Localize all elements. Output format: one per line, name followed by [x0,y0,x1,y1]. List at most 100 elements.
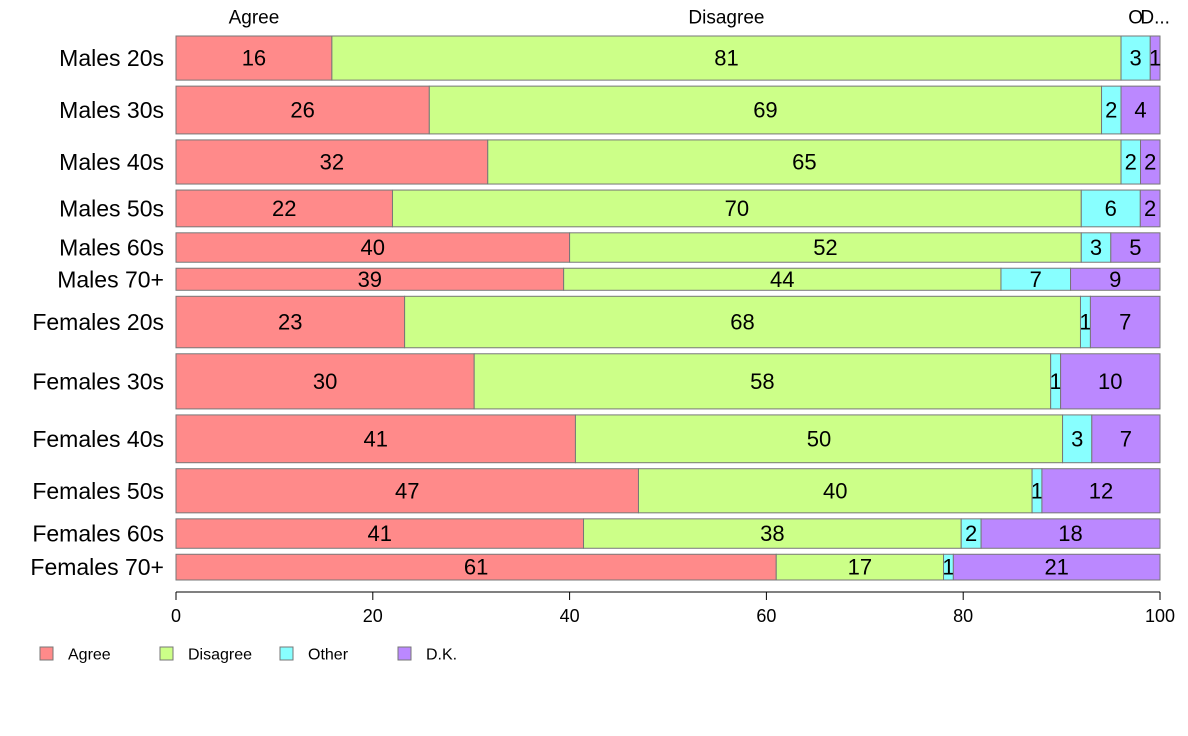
category-label: Females 30s [32,368,164,394]
x-tick-label: 60 [756,606,776,626]
bar-value-label: 7 [1120,426,1132,451]
top-column-label: O [1128,8,1143,29]
bar-value-label: 2 [965,521,977,546]
x-tick-label: 40 [560,606,580,626]
x-tick-label: 80 [953,606,973,626]
legend-label: Disagree [188,647,252,664]
legend-label: Agree [68,647,111,664]
bar-value-label: 3 [1071,426,1083,451]
legend-swatch-other [279,646,294,661]
bar-value-label: 70 [725,196,749,221]
bar-segment-disagree-1 [428,85,1103,135]
category-label: Females 40s [32,426,164,452]
bar-value-label: 5 [1129,235,1141,260]
bar-segment-disagree-2 [487,139,1122,185]
bar-value-label: 39 [358,267,382,292]
bar-value-label: 41 [368,521,392,546]
bar-value-label: 17 [848,555,872,580]
bar-segment-other-8 [1062,414,1093,464]
bar-value-label: 4 [1134,98,1146,123]
bar-value-label: 69 [753,98,777,123]
bar-segment-agree-2 [175,139,489,185]
legend-swatch-agree [39,646,54,661]
bar-value-label: 9 [1109,267,1121,292]
legend-swatch-disagree [159,646,174,661]
category-label: Females 20s [32,309,164,335]
bar-value-label: 44 [770,267,794,292]
bar-value-label: 1 [1031,478,1043,503]
legend-swatch-d-k- [397,646,412,661]
bar-segment-d-k--11 [952,553,1161,581]
bar-segment-disagree-8 [574,414,1064,464]
bar-value-label: 47 [395,478,419,503]
top-column-label: D... [1140,8,1170,29]
legend-label: D.K. [426,647,457,664]
bar-segment-d-k--8 [1091,414,1161,464]
bar-value-label: 68 [730,310,754,335]
top-column-label: Agree [229,8,280,29]
bar-segment-d-k--3 [1139,189,1161,228]
bar-value-label: 10 [1098,369,1122,394]
bar-value-label: 3 [1130,46,1142,71]
bar-segment-d-k--7 [1060,353,1161,410]
bar-segment-disagree-4 [569,232,1082,263]
bar-value-label: 41 [363,426,387,451]
bar-value-label: 2 [1144,149,1156,174]
bar-value-label: 2 [1144,196,1156,221]
category-label: Males 50s [59,195,164,221]
bar-segment-d-k--1 [1120,85,1161,135]
category-label: Males 40s [59,149,164,175]
bar-value-label: 40 [823,478,847,503]
bar-segment-other-0 [1120,35,1151,81]
top-column-labels: Agree Disagree OD... [229,8,1170,29]
bar-value-label: 58 [750,369,774,394]
bar-value-label: 61 [464,555,488,580]
bars-group: 16 81 3 126 69 2 432 65 2 222 70 6 240 52 3 539 44 7 923 68… [175,35,1161,581]
bar-segment-d-k--10 [980,518,1161,549]
x-tick-label: 0 [171,606,181,626]
bar-value-label: 3 [1090,235,1102,260]
bar-value-label: 23 [278,310,302,335]
legend-label: Other [308,647,349,664]
bar-value-label: 30 [313,369,337,394]
bar-segment-disagree-11 [775,553,945,581]
category-label: Males 20s [59,45,164,71]
bar-value-label: 1 [1079,310,1091,335]
bar-segment-other-4 [1080,232,1112,263]
bar-value-label: 16 [242,46,266,71]
category-label: Females 50s [32,478,164,504]
bar-value-label: 1 [1149,46,1161,71]
bar-value-label: 38 [760,521,784,546]
bar-value-label: 1 [1050,369,1062,394]
bar-value-label: 7 [1119,310,1131,335]
bar-segment-agree-0 [175,35,333,81]
legend: Agree Disagree Other D.K. [39,646,457,664]
bar-value-label: 7 [1030,267,1042,292]
top-column-label: Disagree [688,8,764,29]
bar-value-label: 21 [1044,555,1068,580]
x-tick-label: 20 [363,606,383,626]
bar-segment-d-k--9 [1041,468,1161,514]
bar-segment-d-k--2 [1140,139,1161,185]
bar-value-label: 65 [792,149,816,174]
bar-value-label: 2 [1105,98,1117,123]
x-tick-label: 100 [1145,606,1175,626]
bar-value-label: 26 [290,98,314,123]
bar-segment-disagree-3 [391,189,1082,228]
bar-segment-d-k--0 [1149,35,1161,81]
bar-segment-disagree-7 [473,353,1052,410]
bar-segment-agree-10 [175,518,585,549]
bar-value-label: 32 [320,149,344,174]
bar-segment-d-k--4 [1110,232,1161,263]
bar-segment-disagree-6 [404,295,1081,349]
bar-segment-disagree-0 [331,35,1122,81]
bar-value-label: 18 [1058,521,1082,546]
bar-segment-agree-3 [175,189,393,228]
category-label: Females 70+ [30,554,164,580]
bar-segment-d-k--6 [1089,295,1161,349]
bar-value-label: 52 [813,235,837,260]
category-label: Females 60s [32,521,164,547]
x-axis: 0 20 40 60 80 100 [171,591,1175,626]
bar-segment-agree-7 [175,353,475,410]
